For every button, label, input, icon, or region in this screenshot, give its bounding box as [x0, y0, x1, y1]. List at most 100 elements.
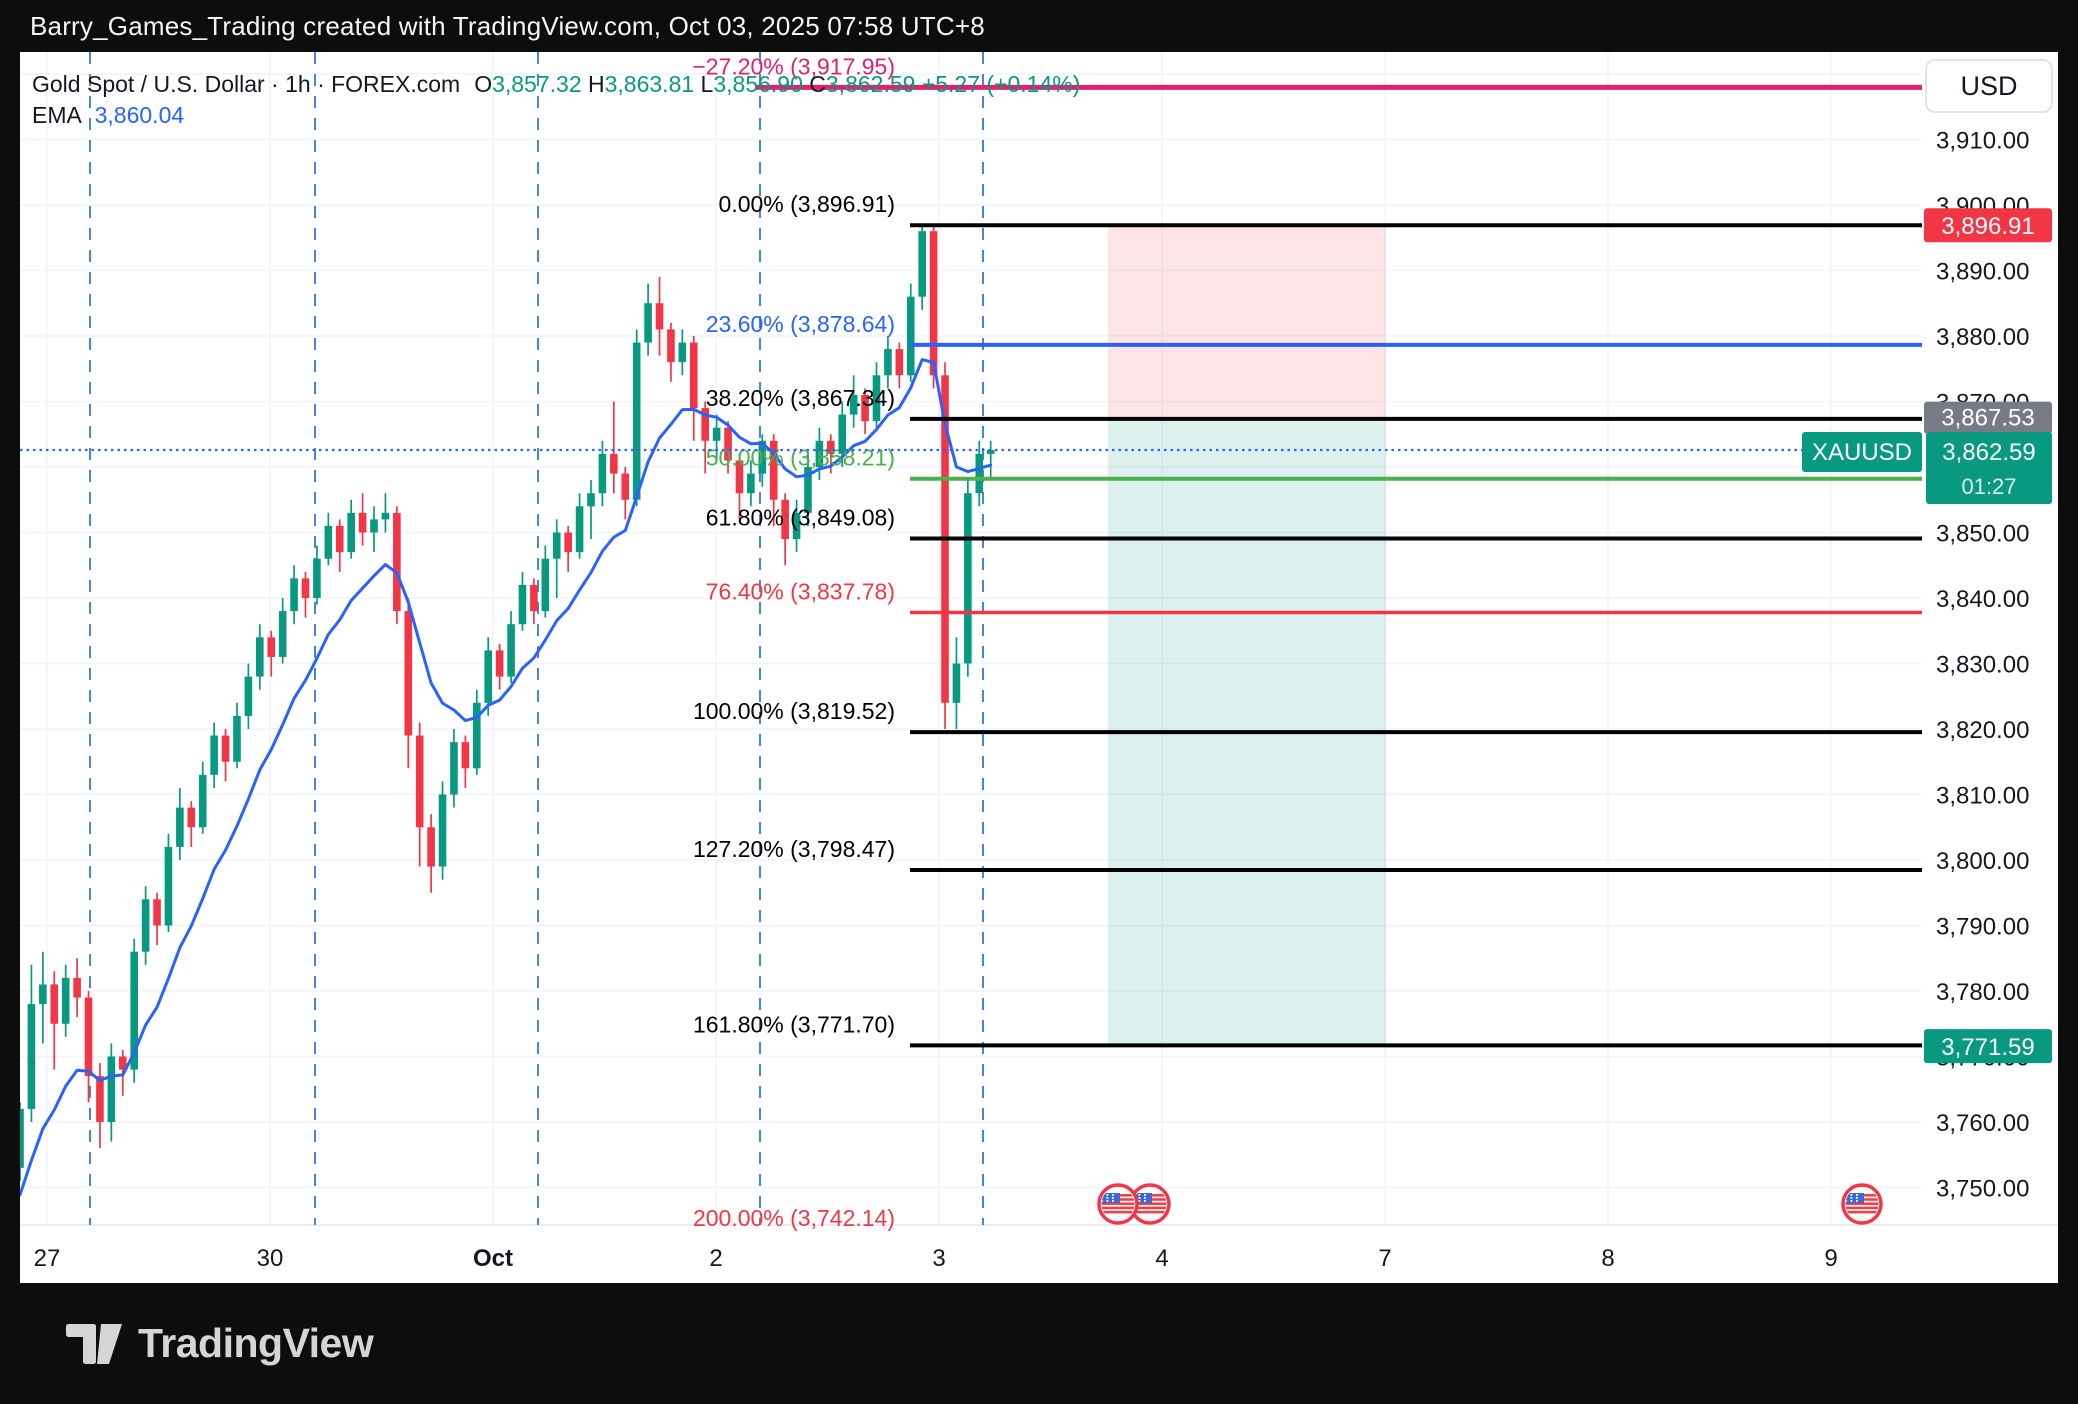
candle[interactable] [256, 637, 264, 677]
candle[interactable] [507, 624, 515, 677]
candle[interactable] [221, 735, 230, 762]
candle[interactable] [986, 449, 995, 454]
candle[interactable] [244, 676, 253, 716]
candle[interactable] [484, 650, 493, 703]
candle[interactable] [689, 342, 698, 409]
price-axis-tick[interactable]: 3,760.00 [1936, 1110, 2029, 1137]
candle[interactable] [781, 499, 789, 540]
candle[interactable] [747, 473, 755, 494]
candle[interactable] [324, 525, 333, 559]
candle[interactable] [130, 951, 138, 1070]
candle[interactable] [335, 525, 344, 553]
candle[interactable] [541, 558, 550, 612]
price-axis-tick[interactable]: 3,880.00 [1936, 324, 2029, 351]
candle[interactable] [50, 984, 59, 1024]
time-axis-tick[interactable]: 27 [34, 1245, 61, 1272]
time-axis-tick[interactable]: 7 [1378, 1245, 1391, 1272]
candle[interactable] [929, 231, 938, 376]
candle[interactable] [96, 1076, 104, 1122]
price-axis-tick[interactable]: 3,890.00 [1936, 259, 2029, 286]
candle[interactable] [153, 899, 161, 926]
candle[interactable] [769, 440, 778, 500]
candle[interactable] [518, 584, 527, 625]
candle[interactable] [712, 427, 721, 441]
time-axis-tick[interactable]: Oct [473, 1245, 513, 1272]
candle[interactable] [918, 231, 926, 297]
candle[interactable] [598, 453, 607, 494]
candle[interactable] [964, 493, 972, 664]
economic-event-us-flag-icon[interactable] [1097, 1183, 1139, 1225]
candle[interactable] [838, 414, 847, 454]
candle[interactable] [872, 375, 881, 422]
time-axis-tick[interactable]: 9 [1824, 1245, 1837, 1272]
price-axis-tick[interactable]: 3,910.00 [1936, 128, 2029, 155]
candle[interactable] [427, 827, 435, 867]
currency-button[interactable]: USD [1925, 59, 2053, 113]
price-badge-stop[interactable]: 3,896.91 [1924, 208, 2052, 243]
candle[interactable] [906, 296, 915, 376]
candle[interactable] [233, 715, 241, 762]
candle[interactable] [792, 512, 801, 540]
candle[interactable] [564, 532, 572, 553]
price-axis-tick[interactable]: 3,850.00 [1936, 521, 2029, 548]
candle[interactable] [198, 774, 207, 828]
price-axis-tick[interactable]: 3,800.00 [1936, 848, 2029, 875]
price-axis-tick[interactable]: 3,750.00 [1936, 1176, 2029, 1203]
candle[interactable] [20, 1108, 24, 1168]
candle[interactable] [393, 512, 401, 612]
candle[interactable] [884, 349, 892, 376]
price-axis-tick[interactable]: 3,790.00 [1936, 914, 2029, 941]
candle[interactable] [849, 394, 858, 415]
candle[interactable] [73, 977, 81, 998]
tradingview-logo[interactable]: TradingView [66, 1320, 374, 1367]
price-axis-tick[interactable]: 3,780.00 [1936, 979, 2029, 1006]
price-axis-tick[interactable]: 3,830.00 [1936, 652, 2029, 679]
candle[interactable] [632, 342, 641, 500]
candle[interactable] [495, 650, 504, 677]
candle[interactable] [61, 977, 70, 1024]
candle[interactable] [552, 532, 561, 559]
candle[interactable] [415, 735, 424, 828]
chart-canvas[interactable]: −27.20% (3,917.95) 0.00% (3,896.91) 23.60%… [20, 52, 2058, 1283]
economic-event-us-flag-icon[interactable] [1841, 1183, 1883, 1225]
price-axis-tick[interactable]: 3,810.00 [1936, 783, 2029, 810]
time-axis-tick[interactable]: 3 [932, 1245, 945, 1272]
candle[interactable] [313, 558, 321, 598]
candle[interactable] [84, 997, 93, 1077]
candle[interactable] [530, 584, 538, 612]
candle[interactable] [815, 440, 824, 467]
candle[interactable] [667, 329, 675, 363]
price-badge-entry[interactable]: 3,867.53 [1924, 401, 2052, 434]
candle[interactable] [644, 303, 652, 343]
candle[interactable] [118, 1056, 127, 1070]
candle[interactable] [164, 846, 173, 926]
candle[interactable] [27, 1004, 36, 1109]
candle[interactable] [278, 611, 287, 657]
candle[interactable] [655, 303, 664, 330]
candle[interactable] [187, 807, 196, 828]
candle[interactable] [301, 578, 310, 598]
candle[interactable] [290, 578, 298, 612]
candle[interactable] [267, 637, 276, 657]
candle[interactable] [952, 663, 961, 703]
candle[interactable] [724, 427, 732, 461]
candle[interactable] [758, 440, 767, 474]
ema-line[interactable] [20, 358, 993, 1197]
price-axis-tick[interactable]: 3,820.00 [1936, 717, 2029, 744]
candle[interactable] [176, 807, 184, 847]
candle[interactable] [438, 794, 447, 867]
candle[interactable] [141, 899, 150, 952]
candle[interactable] [381, 512, 390, 520]
time-axis-tick[interactable]: 4 [1155, 1245, 1168, 1272]
candle[interactable] [473, 702, 481, 769]
candle[interactable] [575, 506, 584, 553]
candle[interactable] [621, 473, 630, 500]
risk-zone-box[interactable] [1108, 225, 1386, 419]
candle[interactable] [587, 493, 595, 507]
time-axis-tick[interactable]: 30 [257, 1245, 284, 1272]
candle[interactable] [804, 467, 812, 513]
price-badge-current[interactable]: XAUUSD 3,862.59 01:27 [1802, 432, 2052, 505]
time-axis-tick[interactable]: 2 [709, 1245, 722, 1272]
candle[interactable] [210, 735, 218, 775]
candle[interactable] [450, 742, 458, 795]
